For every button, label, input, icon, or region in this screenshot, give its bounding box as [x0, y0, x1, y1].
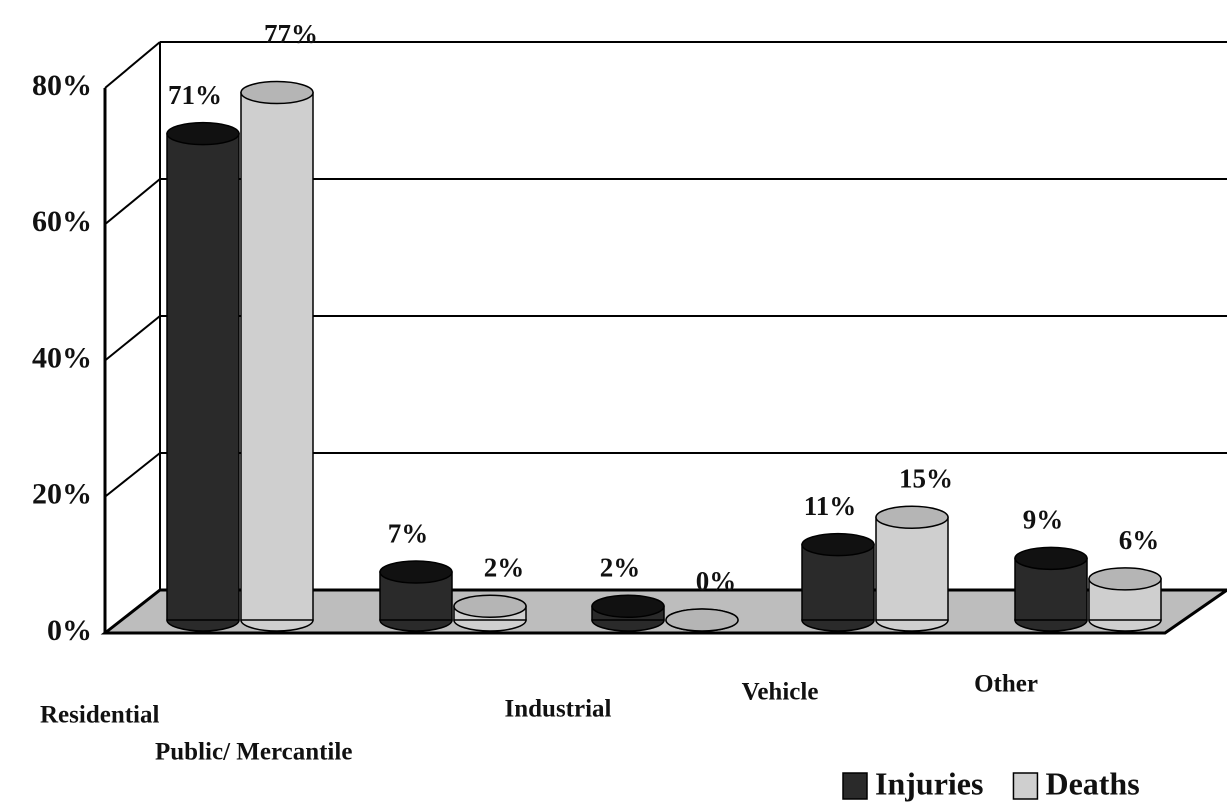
bar-top: [453, 594, 527, 619]
bar-top: [665, 608, 739, 632]
bar-top: [875, 505, 949, 529]
y-tick-label: 60%: [32, 205, 92, 238]
value-label: 9%: [1023, 505, 1064, 535]
x-tick-label: Residential: [40, 702, 160, 729]
bar: [166, 132, 240, 621]
value-label: 77%: [264, 19, 318, 49]
bar-top: [1088, 567, 1162, 591]
legend-label: Deaths: [1045, 765, 1139, 801]
value-label: 7%: [388, 518, 429, 548]
y-tick-label: 0%: [47, 614, 92, 647]
bar-top: [1014, 546, 1088, 571]
y-tick-label: 20%: [32, 478, 92, 511]
grid-line-side: [104, 452, 161, 498]
legend-swatch: [1012, 772, 1039, 800]
x-tick-label: Other: [974, 671, 1038, 698]
value-label: 2%: [484, 553, 525, 583]
bar-top: [801, 532, 875, 557]
legend-label: Injuries: [875, 765, 983, 801]
bar: [240, 91, 314, 621]
grid-line-side: [104, 315, 161, 362]
x-tick-label: Vehicle: [742, 679, 819, 706]
value-label: 11%: [804, 491, 857, 521]
value-label: 71%: [168, 80, 222, 110]
value-label: 0%: [696, 566, 737, 596]
grid-line-side: [104, 41, 161, 89]
legend-swatch: [842, 772, 868, 800]
value-label: 6%: [1119, 525, 1160, 555]
value-label: 15%: [899, 463, 953, 493]
bar-top: [240, 80, 314, 105]
bar: [875, 516, 949, 621]
bar-top: [166, 121, 240, 146]
bar: [801, 543, 875, 621]
y-tick-label: 40%: [32, 341, 92, 374]
value-label: 2%: [600, 553, 641, 583]
x-tick-label: Public/ Mercantile: [155, 739, 352, 766]
y-tick-label: 80%: [32, 69, 92, 102]
bar-top: [379, 560, 453, 584]
grid-line-side: [104, 178, 161, 226]
x-tick-label: Industrial: [505, 696, 612, 723]
bar-top: [591, 594, 665, 619]
